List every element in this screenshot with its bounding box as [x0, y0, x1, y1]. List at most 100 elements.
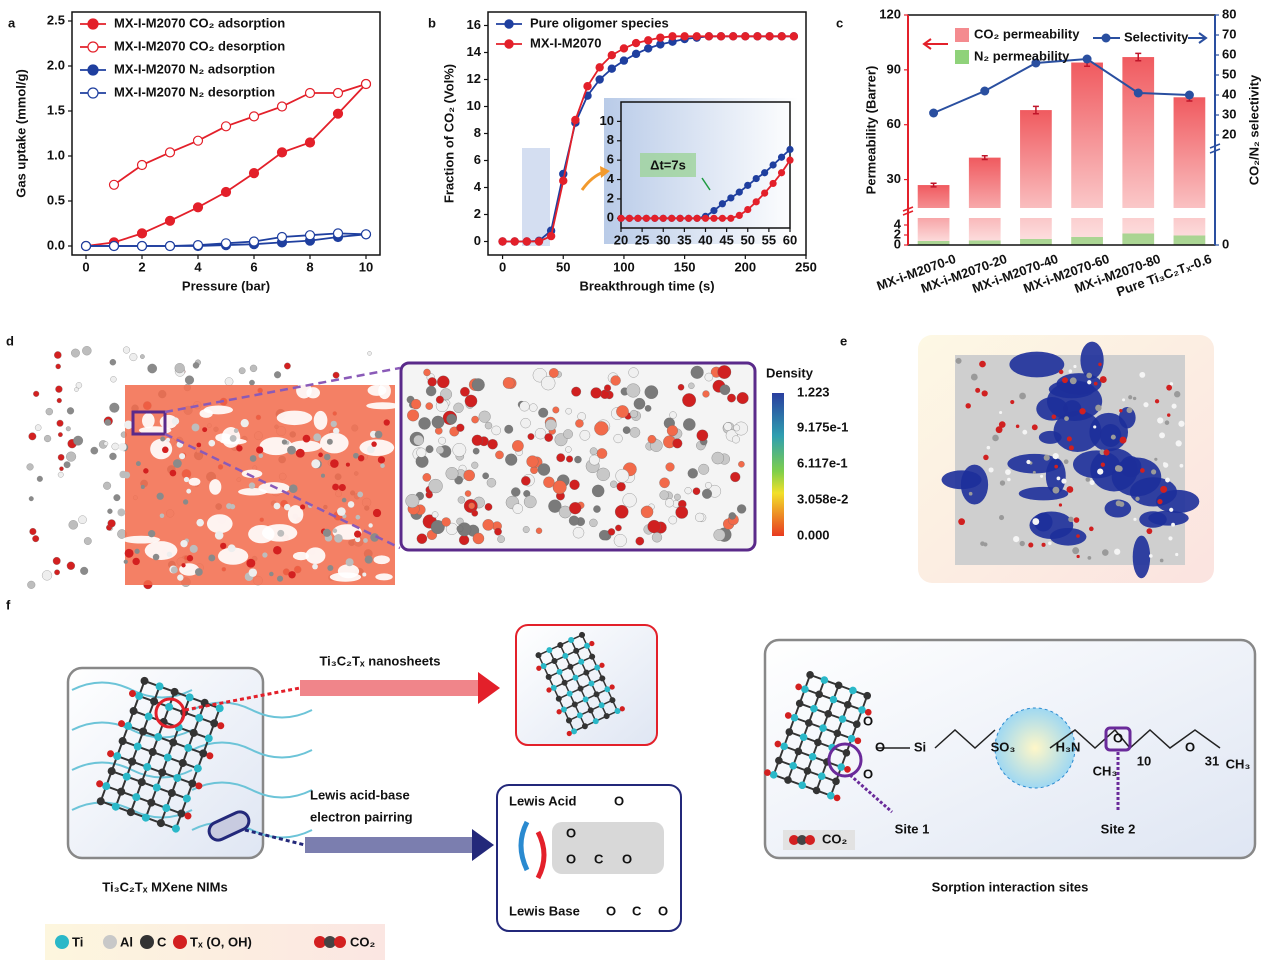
- atom: [711, 451, 724, 465]
- atom: [45, 407, 53, 416]
- pore-surface: [1104, 499, 1132, 518]
- atom: [849, 686, 857, 695]
- chem-label: CH₃: [1226, 756, 1251, 771]
- data-point: [248, 168, 260, 179]
- data-point: [136, 228, 148, 239]
- atom: [1139, 371, 1146, 378]
- atom: [569, 479, 580, 490]
- atom: [1076, 554, 1080, 559]
- atom: [273, 545, 282, 555]
- data-point: [1082, 54, 1092, 64]
- dotted-arrow: [184, 686, 301, 712]
- atom: [511, 487, 521, 497]
- lewis-label: Lewis Base: [509, 903, 580, 918]
- atom: [326, 438, 333, 445]
- atom: [635, 536, 645, 546]
- atom: [107, 519, 116, 528]
- y-tick-label: 30: [887, 171, 901, 186]
- atom: [478, 410, 491, 423]
- data-point: [634, 214, 642, 222]
- atom: [1169, 507, 1174, 512]
- atom: [592, 718, 599, 725]
- atom: [810, 704, 818, 713]
- atom: [104, 419, 112, 426]
- atom: [1126, 407, 1133, 414]
- atom: [1085, 477, 1091, 482]
- atom: [814, 738, 822, 747]
- atom: [640, 505, 654, 519]
- colorbar-label: 6.117e-1: [797, 455, 848, 470]
- atom: [736, 392, 749, 405]
- atom: [583, 669, 590, 676]
- data-point: [164, 215, 176, 226]
- atom: [571, 386, 582, 397]
- atom: [567, 663, 574, 670]
- panel-label: d: [6, 333, 14, 348]
- atom: [71, 348, 80, 358]
- panel-label: a: [8, 15, 16, 30]
- atom: [311, 459, 321, 469]
- y-tick-label: 2: [894, 226, 901, 241]
- arrowhead: [472, 829, 494, 861]
- bar: [1020, 110, 1052, 245]
- co2-atom: [314, 936, 326, 948]
- atom: [128, 757, 137, 766]
- atom: [362, 572, 367, 577]
- atom: [177, 809, 186, 818]
- atom: [460, 386, 470, 397]
- atom: [196, 518, 204, 527]
- atom: [463, 469, 475, 482]
- atom: [589, 447, 598, 456]
- y-tick-label: 2.0: [47, 57, 65, 72]
- series-line: [933, 57, 1190, 114]
- atom: [798, 781, 807, 790]
- atom: [666, 425, 678, 437]
- atom: [66, 407, 75, 415]
- y-tick-label: 8: [607, 132, 614, 147]
- data-point: [761, 189, 769, 197]
- data-point: [522, 237, 532, 246]
- atom: [1066, 486, 1074, 493]
- atom: [582, 696, 589, 703]
- data-point: [701, 214, 710, 222]
- atom: [185, 693, 194, 702]
- atom: [565, 446, 572, 453]
- atom: [1054, 464, 1059, 469]
- atom: [248, 568, 258, 577]
- atom: [561, 679, 568, 686]
- atom: [556, 668, 563, 675]
- colorbar: [772, 393, 784, 536]
- atom: [593, 691, 600, 698]
- atom: [423, 368, 431, 377]
- atom: [829, 695, 838, 704]
- atom: [728, 512, 736, 520]
- atom: [75, 382, 83, 389]
- atom: [1146, 528, 1153, 535]
- atom: [692, 487, 701, 495]
- atom: [118, 737, 127, 746]
- atom: [1026, 459, 1031, 465]
- atom: [177, 574, 184, 581]
- atom: [124, 420, 133, 430]
- atom: [484, 421, 493, 430]
- atom: [135, 461, 141, 467]
- data-point: [752, 198, 760, 206]
- atom: [988, 467, 994, 473]
- atom: [491, 425, 501, 436]
- data-point: [360, 229, 372, 240]
- atom: [958, 518, 966, 526]
- atom: [659, 477, 670, 489]
- atom: [733, 424, 741, 432]
- atom: [820, 676, 829, 684]
- chem-label: O: [1185, 739, 1195, 754]
- atom: [702, 488, 712, 499]
- atom: [1143, 402, 1149, 408]
- atom: [83, 537, 92, 545]
- atom: [695, 512, 705, 522]
- atom: [613, 434, 623, 444]
- atom: [107, 767, 116, 776]
- colorbar-label: 0.000: [797, 527, 830, 542]
- lewis-symbol: O: [658, 903, 668, 918]
- atom: [577, 685, 584, 692]
- y-tick-label: 4: [607, 171, 615, 186]
